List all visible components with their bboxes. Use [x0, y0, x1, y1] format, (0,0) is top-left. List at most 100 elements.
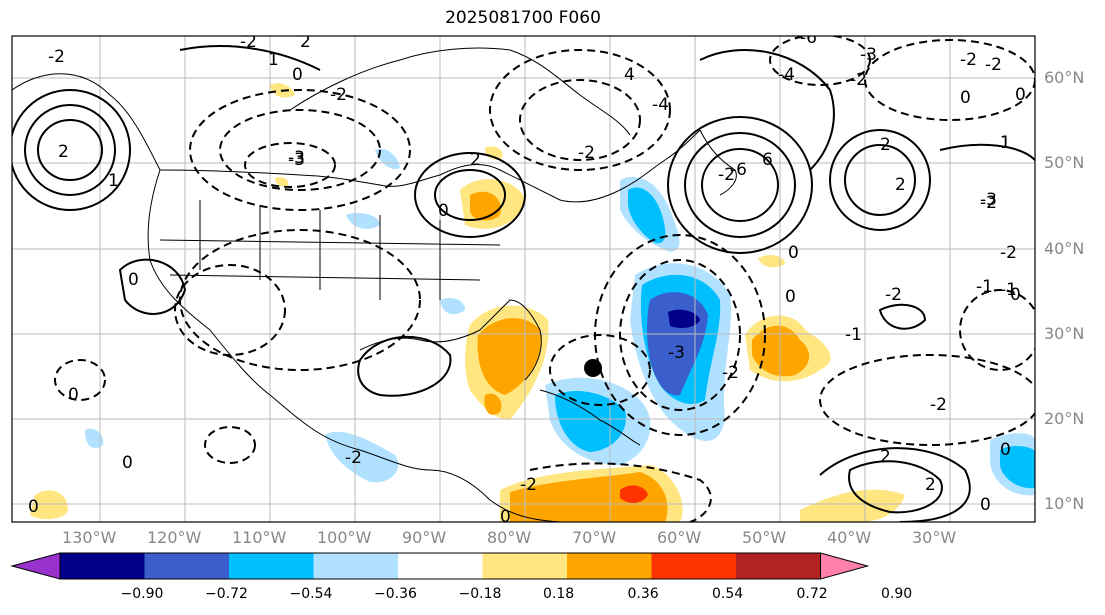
contour-label: 1 — [1000, 133, 1011, 153]
colorbar-tick-label: 0.72 — [796, 586, 828, 602]
contour-label: -2 — [722, 363, 739, 383]
shade-orange — [510, 472, 668, 522]
contour-label: -2 — [985, 55, 1002, 75]
lon-label: 80°W — [487, 528, 532, 547]
colorbar-bin — [482, 553, 568, 579]
lat-label: 50°N — [1044, 153, 1085, 172]
lat-label: 30°N — [1044, 324, 1085, 343]
contour-label: 2 — [238, 15, 249, 35]
contour-label: 0 — [122, 453, 133, 473]
shade-blue — [628, 187, 666, 244]
contour-label: -2 — [48, 47, 65, 67]
lon-label: 110°W — [232, 528, 287, 547]
contour-label: 1 — [108, 171, 119, 191]
contour-label: -2 — [885, 285, 902, 305]
lat-label: 40°N — [1044, 239, 1085, 258]
lon-label: 70°W — [572, 528, 617, 547]
contour-label: -2 — [1000, 243, 1017, 263]
colorbar-bin — [567, 553, 652, 579]
contour-label: -2 — [240, 32, 257, 52]
shade-blue — [1000, 446, 1035, 489]
shade-blue — [555, 390, 626, 452]
lon-label: 50°W — [742, 528, 787, 547]
contour-label: 2 — [470, 150, 481, 170]
contour-label: -4 — [652, 95, 669, 115]
contour-label: 0 — [128, 270, 139, 290]
contour-label: 0 — [1000, 440, 1011, 460]
contour-lines — [12, 45, 1035, 522]
lon-label: 100°W — [317, 528, 372, 547]
shade-yellow — [758, 255, 785, 268]
contour-label: 0 — [68, 385, 79, 405]
coastlines — [12, 47, 737, 522]
colorbar-tick-label: 0.36 — [627, 586, 659, 602]
lat-label: 20°N — [1044, 409, 1085, 428]
lon-label: 40°W — [827, 528, 872, 547]
contour-label: 0 — [438, 201, 449, 221]
colorbar-bin — [144, 553, 230, 579]
colorbar-tick-label: 0.54 — [712, 586, 744, 602]
contour-label: 0 — [785, 287, 796, 307]
contour-label: -2 — [578, 143, 595, 163]
contour-label: 0 — [1010, 285, 1021, 305]
colorbar-outline — [59, 552, 821, 580]
contour-label: 0 — [292, 65, 303, 85]
contour-label: 2 — [880, 447, 891, 467]
contour-label: -2 — [980, 193, 997, 213]
contour-label: -2 — [850, 70, 867, 90]
shade-red — [620, 485, 648, 503]
colorbar-bin — [398, 553, 483, 579]
contour-label: 2 — [58, 142, 69, 162]
contour-label: 4 — [624, 65, 635, 85]
map-frame — [11, 35, 1036, 523]
contour-label: 0 — [1015, 85, 1026, 105]
contour-label: -3 — [668, 343, 685, 363]
colorbar-extend-low — [10, 552, 61, 580]
lon-label: 120°W — [147, 528, 202, 547]
contour-label: -2 — [345, 448, 362, 468]
contour-label: 1 — [1000, 133, 1011, 153]
shade-yellow — [30, 490, 68, 520]
contour-label: -3 — [980, 190, 997, 210]
contour-label: -2 — [718, 165, 735, 185]
colorbar-bin — [651, 553, 737, 579]
colorbar-bin — [229, 553, 314, 579]
lat-label: 10°N — [1044, 494, 1085, 513]
shade-lightblue — [440, 298, 465, 315]
lon-label: 60°W — [657, 528, 702, 547]
shade-lightblue — [85, 428, 104, 449]
lat-label: 60°N — [1044, 68, 1085, 87]
lon-label: 30°W — [912, 528, 957, 547]
colorbar-tick-label: 0.18 — [543, 586, 575, 602]
contour-label: -6 — [730, 160, 747, 180]
contour-label: 1 — [268, 50, 279, 70]
colorbar-tick-label: −0.18 — [458, 586, 502, 602]
contour-label: -2 — [960, 50, 977, 70]
contour-label: 0 — [960, 88, 971, 108]
colorbar-bin — [736, 553, 821, 579]
contour-label: -1 — [1000, 280, 1017, 300]
dashed-contours — [54, 36, 1035, 522]
contour-label: -4 — [778, 65, 795, 85]
colorbar — [10, 552, 870, 580]
shade-yellow — [800, 489, 905, 522]
contour-label: -2 — [930, 395, 947, 415]
shade-lightblue — [346, 213, 380, 229]
contour-label: -3 — [288, 148, 305, 168]
colorbar-tick-label: −0.72 — [205, 586, 248, 602]
contour-label: 0 — [980, 495, 991, 515]
contour-label: -3 — [860, 45, 877, 65]
shade-orange — [484, 393, 502, 415]
contour-label: -2 — [330, 85, 347, 105]
contour-label: 2 — [880, 135, 891, 155]
shade-lightblue — [375, 148, 400, 170]
contour-label: 2 — [925, 475, 936, 495]
contour-label: 0 — [28, 497, 39, 517]
shade-navy — [668, 309, 700, 328]
contour-label: -3 — [288, 150, 305, 170]
contour-label: 6 — [762, 150, 773, 170]
contour-label: 2 — [300, 32, 311, 52]
shading-layer — [30, 83, 1035, 522]
colorbar-extend-high — [820, 552, 870, 580]
contour-label: -1 — [845, 325, 862, 345]
